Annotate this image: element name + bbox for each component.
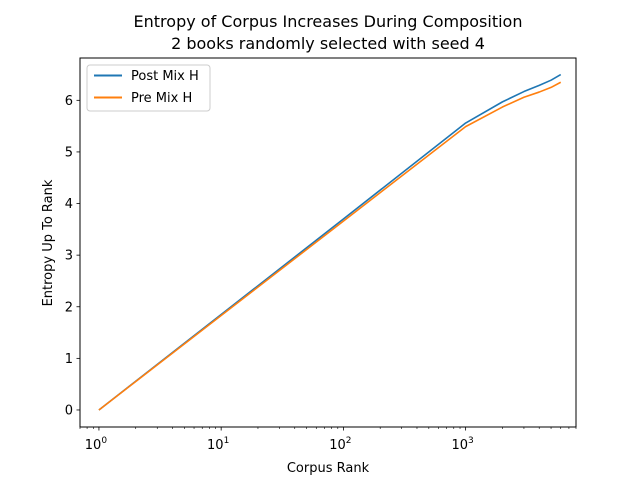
series-lines xyxy=(98,73,562,411)
series-line-post-mix-h xyxy=(98,73,562,411)
y-tick-label: 5 xyxy=(65,145,73,160)
y-tick-label: 0 xyxy=(65,403,73,418)
y-tick-label: 1 xyxy=(65,352,73,367)
legend-label-post-mix: Post Mix H xyxy=(131,69,199,84)
legend-label-pre-mix: Pre Mix H xyxy=(131,91,192,106)
y-tick-label: 2 xyxy=(65,300,73,315)
y-tick-label: 6 xyxy=(65,94,73,109)
y-axis-label: Entropy Up To Rank xyxy=(41,179,56,306)
series-line-pre-mix-h xyxy=(98,81,562,411)
plot-frame xyxy=(79,57,577,428)
chart-title-line-1: Entropy of Corpus Increases During Compo… xyxy=(134,12,523,31)
y-tick-label: 3 xyxy=(65,249,73,264)
chart-title-line-2: 2 books randomly selected with seed 4 xyxy=(171,34,485,53)
legend: Post Mix H Pre Mix H xyxy=(86,64,211,112)
y-tick-label: 4 xyxy=(65,197,73,212)
x-axis-label: Corpus Rank xyxy=(287,461,370,476)
